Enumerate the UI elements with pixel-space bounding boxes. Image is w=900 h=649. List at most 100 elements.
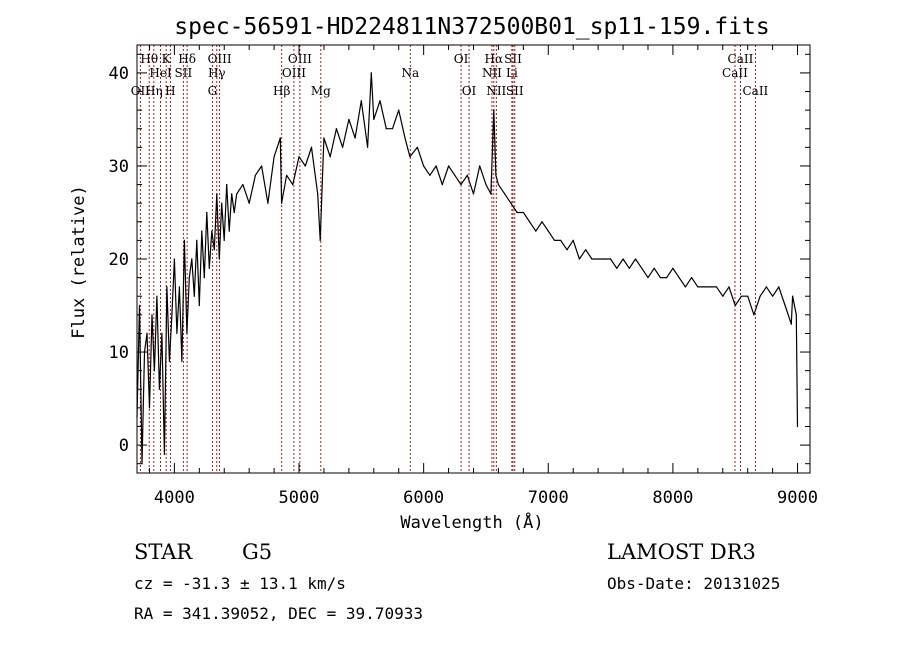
marker-label: HeI <box>149 66 172 80</box>
data-point <box>641 267 643 269</box>
marker-label: Hθ <box>140 52 158 66</box>
data-point <box>722 295 724 297</box>
data-point <box>728 286 730 288</box>
data-point <box>684 286 687 288</box>
data-point <box>151 314 153 316</box>
data-point <box>697 286 699 288</box>
data-point <box>796 425 799 428</box>
data-point <box>622 258 624 260</box>
data-point <box>653 267 655 269</box>
data-point <box>572 239 574 241</box>
data-point <box>211 230 213 232</box>
data-point <box>178 286 180 288</box>
data-point <box>566 249 568 251</box>
object-subclass: G5 <box>242 540 273 564</box>
marker-label: NII <box>486 84 506 98</box>
data-point <box>404 137 406 139</box>
marker-label: Hδ <box>178 52 196 66</box>
marker-label: OI <box>462 84 477 98</box>
data-point <box>367 146 369 148</box>
data-point <box>553 239 556 241</box>
data-point <box>176 332 178 334</box>
data-point <box>479 165 481 167</box>
marker-label: OIII <box>288 52 312 66</box>
data-point <box>203 277 205 279</box>
marker-label: G <box>208 84 218 98</box>
data-point <box>497 184 499 186</box>
data-point <box>628 267 630 269</box>
data-point <box>148 407 151 409</box>
data-point <box>391 128 394 130</box>
data-point <box>747 295 749 297</box>
data-point <box>373 118 375 120</box>
data-point <box>460 184 462 186</box>
data-point <box>198 304 200 307</box>
data-point <box>329 156 331 158</box>
data-point <box>493 109 495 111</box>
data-point <box>734 304 736 307</box>
data-point <box>323 137 325 139</box>
x-tick-label: 9000 <box>777 488 818 508</box>
data-point <box>166 286 168 288</box>
y-axis-label: Flux (relative) <box>69 185 89 339</box>
data-point <box>547 230 549 232</box>
survey-name: LAMOST DR3 <box>607 540 756 564</box>
data-point <box>585 249 587 251</box>
data-point <box>156 295 158 297</box>
data-point <box>267 202 269 204</box>
data-point <box>310 146 313 148</box>
marker-label: OIII <box>208 52 232 66</box>
data-point <box>703 286 705 288</box>
data-point <box>529 221 531 223</box>
data-point <box>208 267 210 269</box>
marker-label: Hβ <box>273 84 290 98</box>
data-point <box>228 230 230 232</box>
data-point <box>138 304 141 307</box>
data-point <box>221 202 223 204</box>
data-point <box>522 211 525 214</box>
data-point <box>597 258 599 260</box>
y-tick-label: 0 <box>119 436 129 456</box>
data-point <box>672 267 674 269</box>
data-point <box>196 239 198 241</box>
data-point <box>183 239 185 241</box>
marker-label: Hη <box>145 84 163 98</box>
data-point <box>304 165 306 167</box>
data-point <box>616 267 618 269</box>
data-point <box>466 174 468 176</box>
marker-label: SII <box>506 84 524 98</box>
data-point <box>206 211 208 214</box>
marker-label: Li <box>506 66 518 80</box>
data-point <box>213 249 215 251</box>
data-point <box>666 277 668 279</box>
marker-label: Mg <box>311 84 331 98</box>
data-point <box>153 370 155 372</box>
data-point <box>659 277 662 279</box>
data-point <box>678 277 680 279</box>
data-point <box>435 165 437 167</box>
data-point <box>181 360 183 362</box>
data-point <box>485 184 487 186</box>
marker-label: H <box>165 84 175 98</box>
data-point <box>454 174 456 176</box>
marker-label: SII <box>175 66 193 80</box>
data-point <box>535 230 537 232</box>
data-point <box>759 295 761 297</box>
data-point <box>226 184 228 186</box>
data-point <box>191 258 193 260</box>
y-tick-label: 40 <box>109 64 129 84</box>
data-point <box>441 184 443 186</box>
data-point <box>216 193 218 195</box>
data-point <box>354 137 356 139</box>
data-point <box>385 128 387 130</box>
object-class: STAR <box>134 540 193 564</box>
data-point <box>409 156 411 158</box>
x-tick-label: 6000 <box>403 488 444 508</box>
data-point <box>319 239 321 241</box>
x-tick-label: 4000 <box>154 488 195 508</box>
data-point <box>248 202 250 204</box>
coordinates: RA = 341.39052, DEC = 39.70933 <box>134 604 423 623</box>
series-group <box>136 72 799 465</box>
data-point <box>610 258 612 260</box>
data-point <box>772 295 774 297</box>
